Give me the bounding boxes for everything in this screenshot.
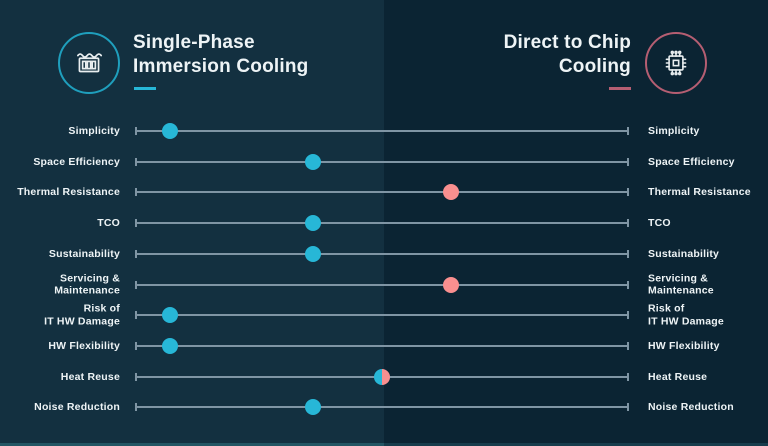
right-title-underline [609,87,631,90]
row-label-right: Risk of IT HW Damage [648,302,724,328]
cpu-chip-glyph [665,50,687,76]
pink-dot [443,276,460,293]
immersion-tank-glyph [76,53,103,73]
row-track [135,276,629,293]
row-track [135,153,629,170]
track-end-tick [135,280,137,289]
track-end-tick [627,249,629,258]
right-title-line2: Cooling [558,56,631,77]
row-track [135,123,629,139]
teal-dot [161,307,178,324]
teal-dot [161,337,178,354]
teal-dot [304,245,321,262]
right-title-line1: Direct to Chip [503,32,631,53]
track-end-tick [627,157,629,166]
row-label-left: Servicing & Maintenance [54,272,120,297]
track-end-tick [627,219,629,228]
row-label-right: TCO [648,216,671,229]
track-end-tick [627,280,629,289]
teal-dot [304,399,321,416]
track-end-tick [135,341,137,350]
bottom-edge-strip [0,443,768,446]
left-title-line1: Single-Phase [133,32,255,53]
cpu-chip-icon [645,32,707,94]
teal-dot [304,153,321,170]
immersion-tank-icon [58,32,120,94]
row-track [135,215,629,232]
row-label-right: Heat Reuse [648,370,708,383]
row-track [135,245,629,262]
row-label-right: HW Flexibility [648,339,720,352]
track-end-tick [135,372,137,381]
row-label-right: Space Efficiency [648,155,735,168]
row-label-left: HW Flexibility [48,339,120,352]
track-end-tick [135,127,137,135]
track-end-tick [627,127,629,135]
right-title: Direct to Chip Cooling [504,31,631,79]
track-end-tick [135,311,137,320]
track-end-tick [135,403,137,412]
left-title-underline [134,87,156,90]
left-title-line2: Immersion Cooling [133,56,309,77]
row-label-left: Thermal Resistance [17,186,120,199]
row-label-right: Noise Reduction [648,401,734,414]
row-label-right: Sustainability [648,247,720,260]
pink-dot [443,184,460,201]
row-track [135,184,629,201]
track-end-tick [135,249,137,258]
track-end-tick [135,188,137,197]
teal-dot [304,215,321,232]
row-label-right: Simplicity [648,124,700,137]
row-label-left: Sustainability [48,247,120,260]
track-end-tick [627,341,629,350]
row-track [135,399,629,416]
row-label-left: Noise Reduction [34,401,120,414]
left-title: Single-Phase Immersion Cooling [133,31,308,79]
teal-dot [161,123,178,139]
row-label-left: Heat Reuse [60,370,120,383]
row-track [135,368,629,385]
row-track [135,307,629,324]
split-dot [374,368,390,385]
track-end-tick [627,311,629,320]
row-label-left: Risk of IT HW Damage [44,302,120,328]
track-end-tick [135,219,137,228]
row-track [135,337,629,354]
track-end-tick [627,188,629,197]
track-end-tick [627,403,629,412]
track-end-tick [135,157,137,166]
track-end-tick [627,372,629,381]
row-label-right: Servicing & Maintenance [648,272,714,297]
row-label-left: TCO [97,216,120,229]
row-label-left: Simplicity [68,124,120,137]
row-label-right: Thermal Resistance [648,186,751,199]
row-label-left: Space Efficiency [33,155,120,168]
